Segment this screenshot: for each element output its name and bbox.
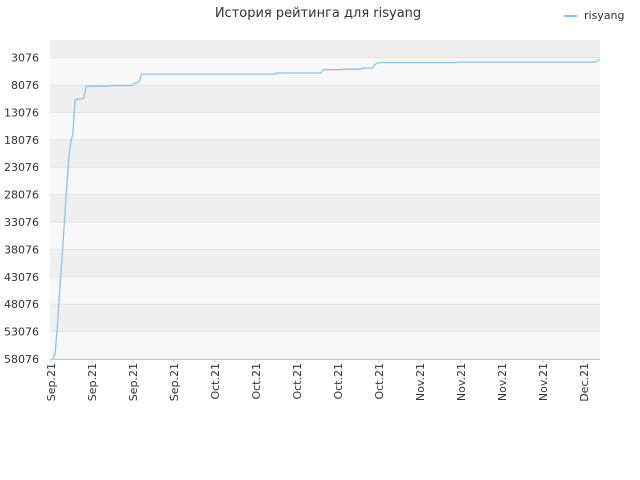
x-tick-label: Nov.21 [455, 363, 468, 401]
x-tick-label: Oct.21 [332, 363, 345, 400]
legend-label: risyang [584, 9, 625, 22]
y-tick-label: 33076 [4, 216, 39, 229]
x-tick-label: Sep.21 [127, 363, 140, 401]
plot-band [50, 249, 600, 277]
y-tick-label: 13076 [4, 106, 39, 119]
plot-band [50, 84, 600, 113]
y-tick-label: 58076 [4, 353, 39, 366]
x-axis-ticks: Sep.21 Sep.21 Sep.21 Sep.21 Oct.21 Oct.21 Oct.… [45, 359, 591, 402]
plot-band [50, 40, 600, 58]
x-tick-label: Nov.21 [414, 363, 427, 401]
y-tick-label: 43076 [4, 271, 39, 284]
plot-band [50, 331, 600, 359]
y-tick-label: 23076 [4, 161, 39, 174]
plot-band [50, 112, 600, 140]
x-tick-label: Nov.21 [537, 363, 550, 401]
plot-band [50, 221, 600, 250]
x-tick-label: Sep.21 [45, 363, 58, 401]
y-tick-label: 18076 [4, 134, 39, 147]
plot-band [50, 167, 600, 195]
x-tick-label: Dec.21 [578, 363, 591, 402]
grid-lines [50, 57, 600, 360]
chart-title: История рейтинга для risyang [215, 6, 421, 21]
y-tick-label: 3076 [11, 52, 39, 65]
x-tick-label: Sep.21 [168, 363, 181, 401]
plot-bands [50, 40, 600, 359]
y-axis-ticks: 3076 8076 13076 18076 23076 28076 33076 38076 43… [4, 52, 39, 366]
y-tick-label: 38076 [4, 243, 39, 256]
x-tick-label: Nov.21 [496, 363, 509, 401]
x-tick-label: Oct.21 [250, 363, 263, 400]
plot-band [50, 194, 600, 222]
plot-band [50, 304, 600, 332]
series-line [52, 58, 601, 360]
y-tick-label: 48076 [4, 298, 39, 311]
x-tick-label: Sep.21 [86, 363, 99, 401]
y-tick-label: 8076 [11, 79, 39, 92]
x-tick-label: Oct.21 [291, 363, 304, 400]
legend[interactable]: risyang [564, 9, 625, 22]
y-tick-label: 28076 [4, 189, 39, 202]
x-tick-label: Oct.21 [373, 363, 386, 400]
y-tick-label: 53076 [4, 326, 39, 339]
series-lines [52, 58, 601, 360]
x-tick-label: Oct.21 [209, 363, 222, 400]
plot-band [50, 276, 600, 305]
plot-band [50, 139, 600, 168]
